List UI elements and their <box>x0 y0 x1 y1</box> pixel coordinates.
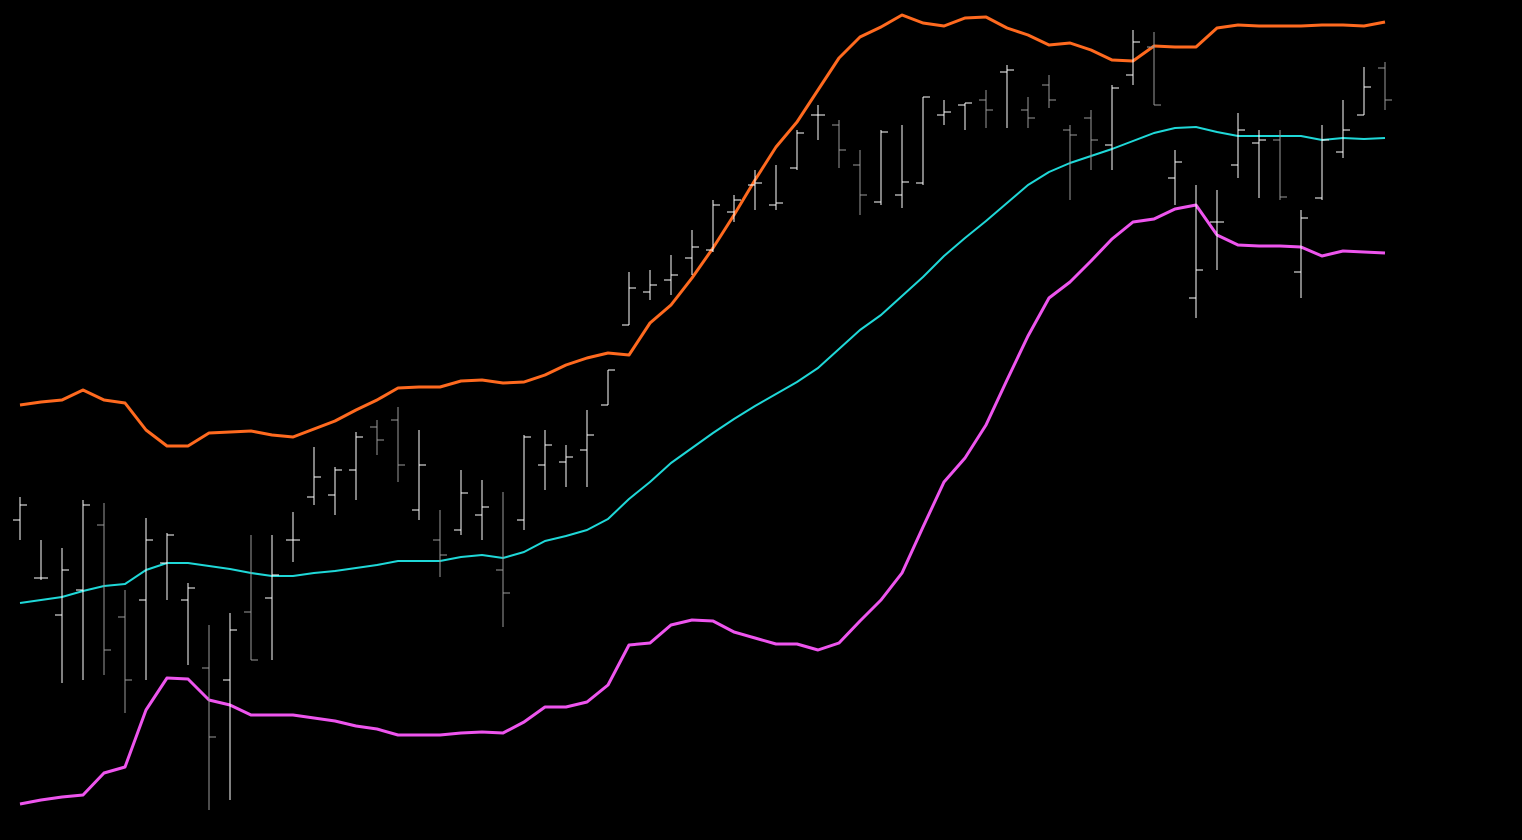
band-line <box>19 126 1386 604</box>
band-line <box>19 203 1386 806</box>
band-line <box>19 13 1386 448</box>
